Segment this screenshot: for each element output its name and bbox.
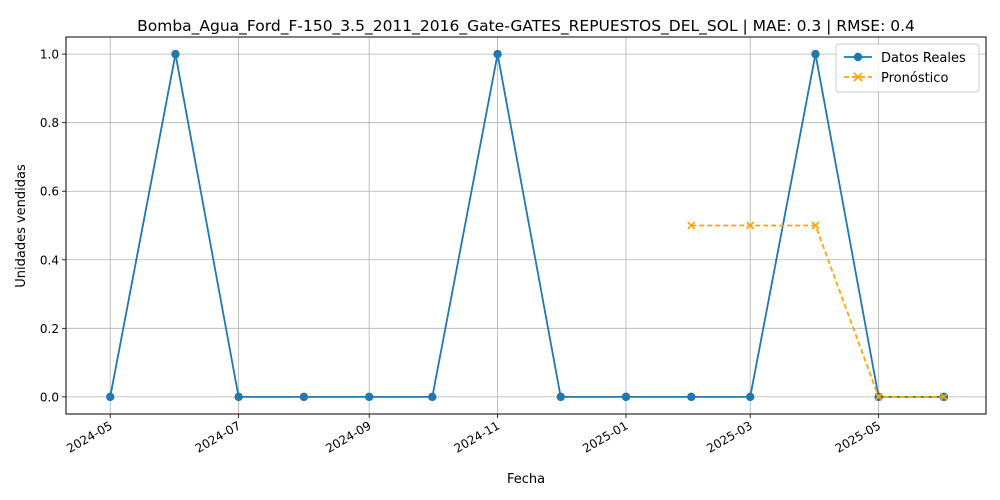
data-point-1 bbox=[874, 392, 883, 401]
legend-marker-datos-reales bbox=[853, 52, 863, 62]
data-point-0 bbox=[106, 392, 115, 402]
x-tick-label: 2025-01 bbox=[580, 418, 630, 455]
data-point-0 bbox=[556, 392, 565, 402]
data-point-1 bbox=[811, 221, 820, 230]
y-tick-label: 0.4 bbox=[40, 253, 59, 267]
data-point-0 bbox=[234, 392, 243, 402]
x-tick-label: 2024-11 bbox=[452, 418, 502, 455]
data-point-0 bbox=[364, 392, 374, 402]
x-tick-label: 2024-07 bbox=[193, 418, 243, 455]
x-tick-label: 2024-05 bbox=[64, 418, 114, 455]
data-point-1 bbox=[939, 392, 948, 401]
chart-title: Bomba_Agua_Ford_F-150_3.5_2011_2016_Gate… bbox=[137, 17, 915, 36]
legend-label-pronostico: Pronóstico bbox=[881, 71, 948, 86]
grid-lines bbox=[66, 37, 986, 414]
y-axis-ticks: 0.0 0.2 0.4 0.6 0.8 1.0 bbox=[40, 48, 66, 404]
data-point-0 bbox=[493, 49, 502, 59]
data-point-0 bbox=[299, 392, 309, 402]
series-line-0 bbox=[109, 53, 944, 398]
y-tick-label: 0.0 bbox=[40, 390, 59, 404]
y-tick-label: 0.2 bbox=[40, 322, 59, 336]
data-point-0 bbox=[621, 392, 631, 402]
x-axis-label: Fecha bbox=[507, 472, 545, 487]
x-tick-label: 2025-05 bbox=[833, 418, 883, 455]
series-layer bbox=[106, 49, 949, 402]
legend-box bbox=[835, 43, 980, 93]
data-point-0 bbox=[428, 392, 437, 402]
x-axis-ticks: 2024-05 2024-07 2024-09 2024-11 2025-01 2025-… bbox=[64, 414, 883, 456]
data-point-0 bbox=[171, 49, 180, 59]
data-point-0 bbox=[811, 49, 820, 59]
legend-label-datos-reales: Datos Reales bbox=[881, 51, 966, 66]
data-point-1 bbox=[746, 221, 755, 230]
series-line-1 bbox=[691, 224, 944, 398]
x-tick-label: 2025-03 bbox=[704, 418, 754, 455]
y-tick-label: 0.8 bbox=[40, 116, 59, 130]
y-tick-label: 1.0 bbox=[40, 48, 59, 62]
y-axis-label: Unidades vendidas bbox=[14, 164, 29, 288]
data-point-0 bbox=[746, 392, 755, 402]
plot-frame bbox=[65, 36, 987, 415]
legend-marker-pronostico bbox=[853, 72, 863, 82]
x-tick-label: 2024-09 bbox=[323, 418, 373, 455]
data-point-1 bbox=[687, 221, 696, 230]
y-tick-label: 0.6 bbox=[40, 185, 59, 199]
legend: Datos Reales Pronóstico bbox=[835, 43, 980, 93]
data-point-0 bbox=[687, 392, 696, 402]
